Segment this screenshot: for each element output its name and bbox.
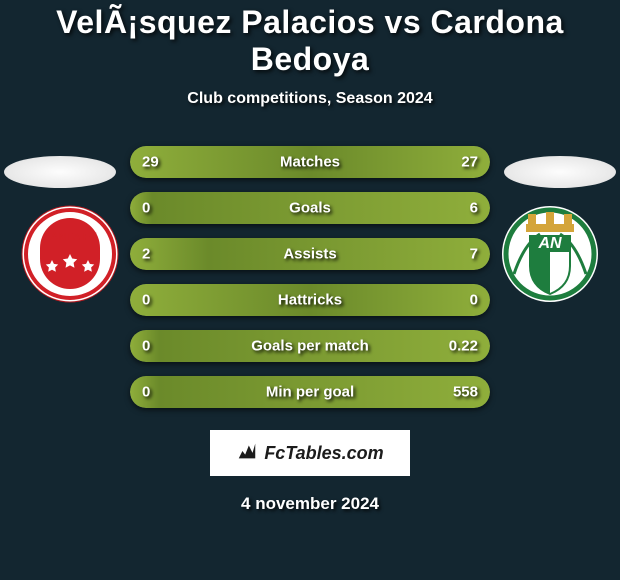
svg-text:SANTA FE: SANTA FE bbox=[43, 231, 97, 243]
stat-label: Matches bbox=[280, 154, 340, 171]
stat-row: Goals 0 6 bbox=[130, 192, 490, 224]
stat-label: Goals per match bbox=[251, 338, 369, 355]
stat-row: Min per goal 0 558 bbox=[130, 376, 490, 408]
stat-label: Goals bbox=[289, 200, 331, 217]
club-crest-right: AN bbox=[500, 204, 600, 304]
stat-bar-right bbox=[209, 238, 490, 270]
stat-value-right: 0 bbox=[470, 292, 478, 309]
stat-value-left: 0 bbox=[142, 384, 150, 401]
fctables-icon bbox=[236, 440, 258, 467]
club-crest-left: SANTA FE bbox=[20, 204, 120, 304]
player-left-head-ellipse bbox=[4, 156, 116, 188]
stat-value-left: 0 bbox=[142, 292, 150, 309]
date-label: 4 november 2024 bbox=[0, 494, 620, 514]
stat-row: Goals per match 0 0.22 bbox=[130, 330, 490, 362]
subtitle: Club competitions, Season 2024 bbox=[0, 90, 620, 108]
player-right-head-ellipse bbox=[504, 156, 616, 188]
stat-value-left: 0 bbox=[142, 200, 150, 217]
stat-value-left: 29 bbox=[142, 154, 159, 171]
fctables-label: FcTables.com bbox=[264, 443, 383, 464]
stat-value-left: 0 bbox=[142, 338, 150, 355]
stats-list: Matches2927Goals06Assists27Hattricks00Go… bbox=[130, 146, 490, 408]
stat-value-right: 0.22 bbox=[449, 338, 478, 355]
stat-row: Matches 29 27 bbox=[130, 146, 490, 178]
stat-value-right: 7 bbox=[470, 246, 478, 263]
stat-row: Hattricks 0 0 bbox=[130, 284, 490, 316]
stat-label: Hattricks bbox=[278, 292, 342, 309]
stat-value-right: 27 bbox=[461, 154, 478, 171]
stat-value-right: 558 bbox=[453, 384, 478, 401]
stat-label: Min per goal bbox=[266, 384, 354, 401]
fctables-badge: FcTables.com bbox=[210, 430, 410, 476]
stat-value-left: 2 bbox=[142, 246, 150, 263]
svg-text:AN: AN bbox=[537, 235, 562, 252]
stat-label: Assists bbox=[283, 246, 336, 263]
stat-row: Assists 2 7 bbox=[130, 238, 490, 270]
comparison-area: SANTA FE bbox=[0, 146, 620, 514]
page-title: VelÃ¡squez Palacios vs Cardona Bedoya bbox=[0, 4, 620, 78]
stat-value-right: 6 bbox=[470, 200, 478, 217]
